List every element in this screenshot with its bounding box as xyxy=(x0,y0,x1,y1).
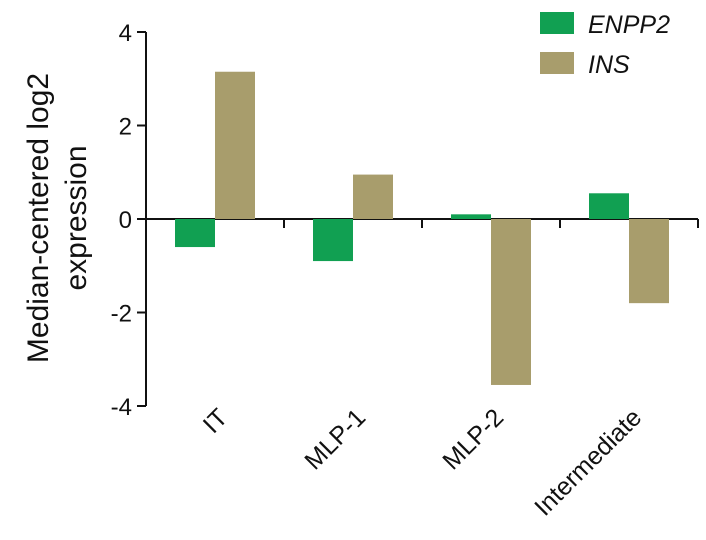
bar-enpp2-intermediate xyxy=(589,193,629,219)
y-axis-label-line-2: expression xyxy=(60,145,93,290)
x-tick-label: IT xyxy=(198,403,234,439)
y-ticks: 4 2 0 -2 -4 xyxy=(111,20,146,421)
y-tick-label: 2 xyxy=(119,114,132,141)
bars xyxy=(175,71,699,385)
x-tick-label: Intermediate xyxy=(529,403,647,521)
y-tick-label: 0 xyxy=(119,207,132,234)
bar-ins-mlp-2 xyxy=(491,219,531,385)
bar-ins-mlp-1 xyxy=(353,174,393,219)
x-tick-label: MLP-2 xyxy=(437,403,509,475)
bar-ins-it xyxy=(215,71,255,219)
bar-enpp2-mlp-2 xyxy=(451,214,491,219)
y-tick-label: -4 xyxy=(111,394,132,421)
legend-swatch-ins xyxy=(540,52,574,74)
bar-ins-intermediate xyxy=(629,219,669,304)
y-tick-label: -2 xyxy=(111,301,132,328)
x-tick-label: MLP-1 xyxy=(299,403,371,475)
legend: ENPP2 INS xyxy=(540,11,670,79)
bar-enpp2-it xyxy=(175,219,215,248)
x-tick-labels: IT MLP-1 MLP-2 Intermediate xyxy=(198,403,648,521)
legend-label-enpp2: ENPP2 xyxy=(588,11,670,39)
y-tick-label: 4 xyxy=(119,20,132,47)
bar-enpp2-mlp-1 xyxy=(313,219,353,262)
y-axis-label: Median-centered log2 expression xyxy=(22,73,93,363)
legend-label-ins: INS xyxy=(588,51,630,79)
legend-swatch-enpp2 xyxy=(540,12,574,34)
y-axis-label-line-1: Median-centered log2 xyxy=(22,73,55,363)
